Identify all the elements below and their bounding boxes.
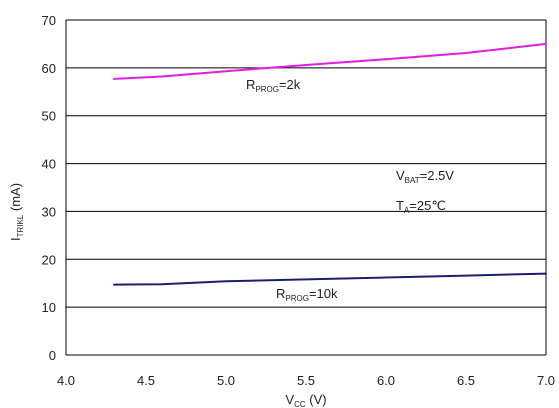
x-tick-label: 6.0: [377, 373, 395, 388]
x-tick-labels: 4.0 4.5 5.0 5.5 6.0 6.5 7.0: [57, 373, 555, 388]
x-axis-label: VCC (V): [285, 392, 326, 408]
y-tick-label: 40: [42, 157, 56, 172]
annotation-vbat: VBAT=2.5V: [396, 168, 454, 185]
y-axis-label: ITRIKL (mA): [8, 183, 25, 241]
series-label-10k: RPROG=10k: [276, 286, 338, 303]
annotation-ta: TA=25℃: [396, 198, 446, 215]
series-line-1: [113, 272, 547, 286]
x-tick-label: 4.5: [137, 373, 155, 388]
y-tick-label: 70: [42, 13, 56, 28]
y-tick-label: 60: [42, 61, 56, 76]
y-tick-label: 30: [42, 204, 56, 219]
x-tick-label: 7.0: [537, 373, 555, 388]
y-tick-label: 0: [49, 348, 56, 363]
x-tick-label: 5.5: [297, 373, 315, 388]
x-tick-label: 5.0: [217, 373, 235, 388]
axes: [65, 20, 547, 355]
x-tick-label: 6.5: [457, 373, 475, 388]
series-lines: [113, 42, 547, 286]
gridlines: [66, 19, 546, 356]
y-tick-label: 20: [42, 252, 56, 267]
y-tick-labels: 0 10 20 30 40 50 60 70: [42, 13, 56, 363]
y-tick-label: 50: [42, 109, 56, 124]
series-label-2k: RPROG=2k: [246, 77, 301, 94]
y-tick-label: 10: [42, 300, 56, 315]
x-tick-label: 4.0: [57, 373, 75, 388]
series-line-0: [113, 42, 547, 80]
